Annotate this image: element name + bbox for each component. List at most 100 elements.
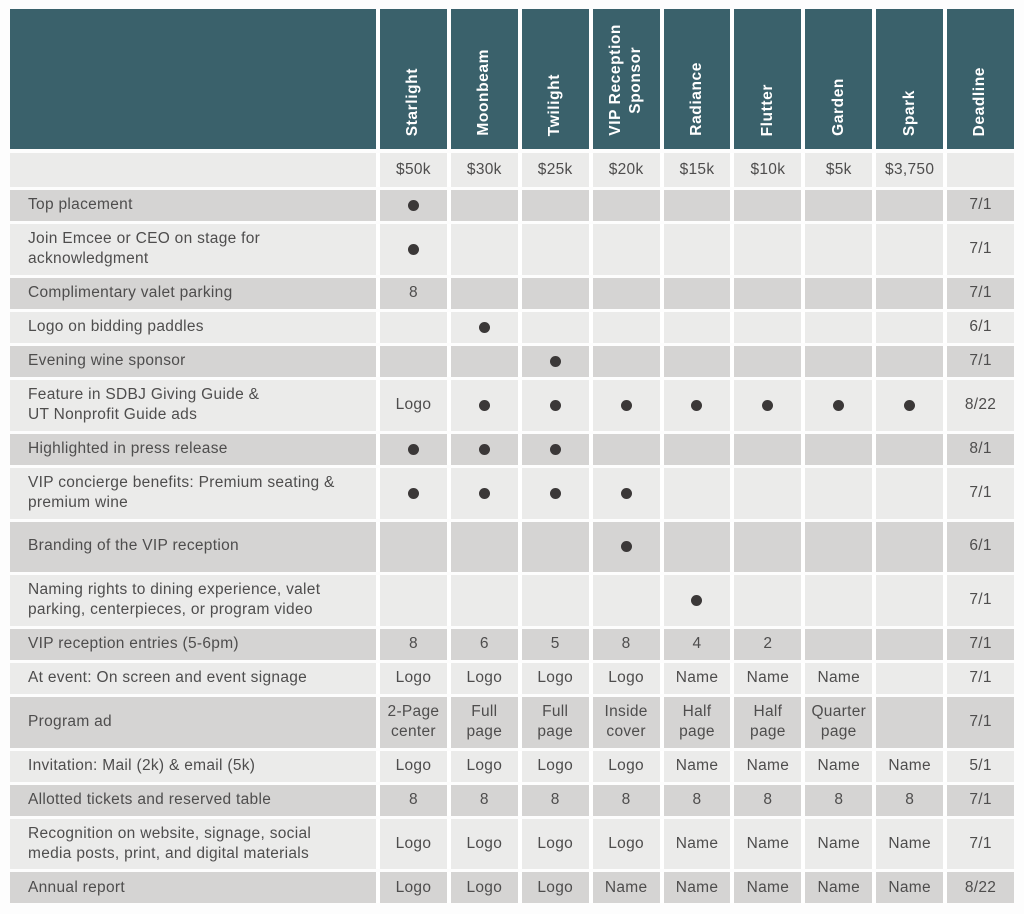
deadline-cell: 8/22 [947, 379, 1014, 431]
benefit-cell [663, 224, 731, 275]
benefit-cell [663, 345, 731, 377]
bullet-dot [549, 355, 561, 367]
bullet-dot [620, 399, 632, 411]
benefit-cell [663, 521, 731, 572]
benefit-cell [734, 467, 802, 519]
benefit-cell: 8 [592, 628, 660, 660]
benefit-cell: Logo [521, 818, 589, 870]
benefit-cell: Name [805, 750, 873, 782]
column-header-cell: Starlight [380, 9, 447, 149]
benefit-cell: Logo [380, 662, 447, 694]
deadline-cell: 5/1 [947, 750, 1014, 782]
benefit-cell [450, 574, 518, 626]
deadline-cell: 7/1 [947, 784, 1014, 816]
benefit-cell [876, 190, 944, 221]
benefit-cell [521, 345, 589, 377]
row-label: Complimentary valet parking [10, 277, 376, 309]
benefit-cell [876, 277, 944, 309]
benefit-cell [450, 379, 518, 431]
benefit-cell [805, 277, 873, 309]
benefit-cell: Half page [663, 696, 731, 748]
benefit-cell: Name [734, 872, 802, 904]
benefit-cell [805, 190, 873, 221]
benefit-row: Annual report Logo Logo Logo Name Name Name Nam… [10, 872, 1014, 904]
benefit-cell [876, 574, 944, 626]
benefit-cell: 6 [450, 628, 518, 660]
benefit-cell: 8 [876, 784, 944, 816]
benefit-cell: 8 [450, 784, 518, 816]
row-label: Highlighted in press release [10, 433, 376, 465]
benefit-row: Allotted tickets and reserved table 8 8 8 8 8… [10, 784, 1014, 816]
benefit-cell: Name [734, 818, 802, 870]
benefit-cell [380, 433, 447, 465]
benefit-row: Branding of the VIP reception 6/1 [10, 521, 1014, 572]
price-cell: $20k [592, 153, 660, 187]
benefit-cell: Logo [380, 750, 447, 782]
column-header-label: Twilight [546, 73, 564, 136]
column-header-cell: VIP Reception Sponsor [592, 9, 660, 149]
row-label: Join Emcee or CEO on stage for acknowled… [10, 224, 376, 275]
benefit-cell [592, 467, 660, 519]
benefit-cell: Name [663, 818, 731, 870]
benefit-cell: 2-Page center [380, 696, 447, 748]
deadline-cell: 7/1 [947, 467, 1014, 519]
benefit-row: VIP concierge benefits: Premium seating … [10, 467, 1014, 519]
benefit-cell: Logo [450, 662, 518, 694]
benefit-cell: Logo [592, 662, 660, 694]
benefit-cell [663, 311, 731, 343]
column-header-label: Deadline [971, 66, 989, 136]
benefit-row: Evening wine sponsor 7/1 [10, 345, 1014, 377]
price-row-label [10, 153, 376, 187]
benefit-cell [521, 574, 589, 626]
benefit-cell [805, 311, 873, 343]
benefit-cell [380, 521, 447, 572]
benefit-cell [521, 311, 589, 343]
row-label: Naming rights to dining experience, vale… [10, 574, 376, 626]
deadline-cell: 6/1 [947, 311, 1014, 343]
deadline-cell: 7/1 [947, 628, 1014, 660]
benefit-cell: Name [734, 662, 802, 694]
benefit-cell: Full page [450, 696, 518, 748]
bullet-dot [407, 443, 419, 455]
benefit-cell: Inside cover [592, 696, 660, 748]
benefit-cell [734, 277, 802, 309]
benefit-row: Top placement 7/1 [10, 190, 1014, 221]
benefit-cell: Name [805, 872, 873, 904]
benefit-cell [450, 311, 518, 343]
row-label: Recognition on website, signage, social … [10, 818, 376, 870]
benefit-cell: Logo [450, 872, 518, 904]
benefit-cell [876, 467, 944, 519]
benefit-cell [450, 467, 518, 519]
benefit-cell: Quarter page [805, 696, 873, 748]
benefit-cell: Name [876, 818, 944, 870]
price-cell: $10k [734, 153, 802, 187]
bullet-dot [620, 541, 632, 553]
benefit-cell [734, 190, 802, 221]
benefit-cell [876, 696, 944, 748]
benefit-row: Join Emcee or CEO on stage for acknowled… [10, 224, 1014, 275]
deadline-cell: 7/1 [947, 224, 1014, 275]
column-header-label: Radiance [687, 62, 705, 136]
column-header-label: Flutter [758, 83, 776, 136]
benefit-cell [450, 521, 518, 572]
sponsorship-benefits-table: Starlight Moonbeam Twilight VIP Reception S… [10, 9, 1014, 906]
benefit-cell [876, 433, 944, 465]
column-header-label: Starlight [404, 67, 422, 136]
benefit-cell [805, 467, 873, 519]
benefit-cell [380, 467, 447, 519]
benefit-cell: 4 [663, 628, 731, 660]
benefit-cell: Logo [450, 818, 518, 870]
deadline-cell: 7/1 [947, 277, 1014, 309]
bullet-dot [407, 200, 419, 211]
benefit-cell: Logo [592, 818, 660, 870]
benefit-row: Complimentary valet parking 8 7/1 [10, 277, 1014, 309]
bullet-dot [478, 321, 490, 333]
benefit-cell: 8 [663, 784, 731, 816]
row-label: Logo on bidding paddles [10, 311, 376, 343]
price-cell: $50k [380, 153, 447, 187]
column-header-cell: Garden [805, 9, 873, 149]
benefit-cell [734, 379, 802, 431]
benefit-cell [876, 311, 944, 343]
benefit-cell [592, 574, 660, 626]
